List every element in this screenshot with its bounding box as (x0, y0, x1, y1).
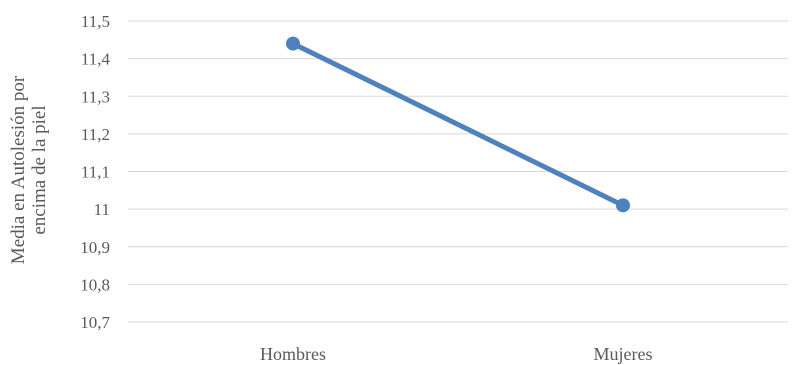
y-tick-label: 11,5 (81, 12, 110, 31)
data-point (286, 36, 300, 51)
y-tick-label: 11,2 (81, 125, 110, 144)
y-axis-title-line-2: encima de la piel (29, 105, 50, 234)
y-tick-label: 11,3 (81, 87, 110, 106)
grid-lines (128, 20, 788, 323)
y-tick-label: 10,9 (80, 238, 110, 257)
y-tick-label: 11 (94, 200, 110, 219)
y-tick-label: 10,7 (80, 313, 110, 332)
data-point (616, 198, 630, 213)
y-axis-ticks: 10,7 10,8 10,9 11 11,1 11,2 11,3 11,4 11,5 (80, 12, 110, 332)
x-axis-labels: Hombres Mujeres (260, 344, 652, 364)
y-axis-title-line-1: Media en Autolesión por (8, 75, 29, 264)
series-line (290, 41, 626, 208)
y-tick-label: 11,4 (81, 50, 111, 69)
x-tick-label: Mujeres (594, 344, 653, 364)
y-tick-label: 10,8 (80, 275, 110, 294)
y-tick-label: 11,1 (81, 163, 110, 182)
series-layer (286, 36, 630, 213)
x-tick-label: Hombres (260, 344, 326, 364)
y-axis-title: Media en Autolesión por encima de la pie… (8, 75, 50, 264)
